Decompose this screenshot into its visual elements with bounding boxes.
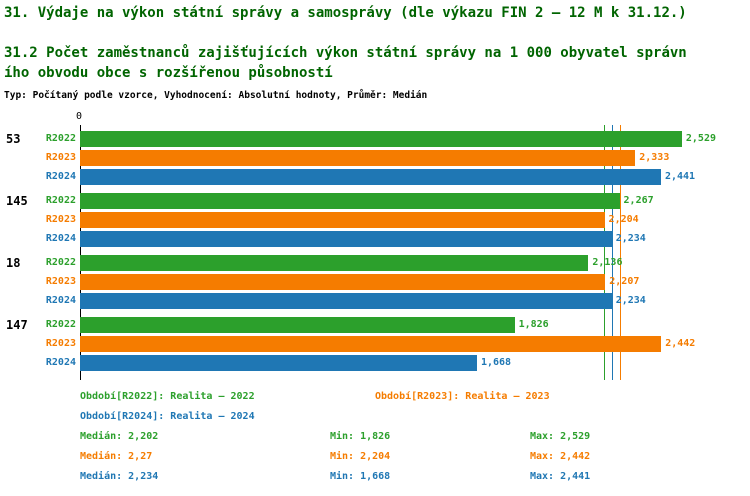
series-row-label: R2024 [45,233,76,244]
bar-r2022-group-18 [80,255,589,271]
bar-value-label: 2,204 [608,214,639,225]
stat-max-row-2: Max: 2,442 [530,451,591,462]
stat-median-row-2: Medián: 2,27 [80,451,153,462]
stat-min-row-1: Min: 1,826 [330,431,391,442]
median-line-r2022 [604,125,606,380]
bar-r2024-group-147 [80,355,477,371]
bar-value-label: 2,136 [592,257,623,268]
bar-value-label: 2,267 [623,195,654,206]
chart-meta-line: Typ: Počítaný podle vzorce, Vyhodnocení:… [4,90,428,101]
median-line-r2024 [611,125,613,380]
bar-value-label: 1,668 [480,357,512,368]
report-subtitle: 31.2 Počet zaměstnanců zajišťujících výk… [4,43,687,83]
bar-value-label: 2,333 [639,152,670,163]
series-row-label: R2022 [45,319,76,330]
axis-zero-label: 0 [76,111,83,122]
bar-r2024-group-18 [80,293,612,309]
bar-r2024-group-53 [80,169,661,185]
bar-value-label: 2,234 [615,233,646,244]
bar-r2023-group-53 [80,150,636,166]
bar-value-label: 2,207 [609,276,640,287]
group-label: 53 [6,132,21,146]
report-subtitle-line2: ího obvodu obce s rozšířenou působností [4,65,333,81]
series-row-label: R2024 [45,295,76,306]
bar-value-label: 2,234 [615,295,646,306]
series-row-label: R2023 [45,338,76,349]
series-row-label: R2024 [45,171,76,182]
bar-r2022-group-53 [80,131,682,147]
series-row-label: R2022 [45,133,76,144]
stat-min-row-2: Min: 2,204 [330,451,391,462]
stat-median-row-1: Medián: 2,202 [80,431,159,442]
bar-r2023-group-145 [80,212,605,228]
stat-max-row-1: Max: 2,529 [530,431,591,442]
bar-value-label: 2,442 [665,338,696,349]
bar-r2022-group-147 [80,317,515,333]
legend-item-2: Období[R2023]: Realita – 2023 [375,391,550,402]
series-row-label: R2022 [45,257,76,268]
bar-value-label: 1,826 [518,319,549,330]
report-title: 31. Výdaje na výkon státní správy a samo… [4,5,687,21]
stat-min-row-3: Min: 1,668 [330,471,391,482]
legend-item-3: Období[R2024]: Realita – 2024 [80,411,255,422]
bar-value-label: 2,529 [685,133,716,144]
legend-item-1: Období[R2022]: Realita – 2022 [80,391,255,402]
stat-median-row-3: Medián: 2,234 [80,471,159,482]
group-label: 147 [6,318,28,332]
bar-r2024-group-145 [80,231,612,247]
series-row-label: R2022 [45,195,76,206]
group-label: 18 [6,256,21,270]
stat-max-row-3: Max: 2,441 [530,471,591,482]
series-row-label: R2023 [45,276,76,287]
bar-r2023-group-147 [80,336,662,352]
bar-r2023-group-18 [80,274,606,290]
group-label: 145 [6,194,28,208]
series-row-label: R2023 [45,152,76,163]
series-row-label: R2023 [45,214,76,225]
series-row-label: R2024 [45,357,76,368]
bar-r2022-group-145 [80,193,620,209]
value-axis-line [80,125,81,380]
bar-value-label: 2,441 [664,171,696,182]
report-subtitle-line1: 31.2 Počet zaměstnanců zajišťujících výk… [4,45,687,61]
median-line-r2023 [620,125,622,380]
